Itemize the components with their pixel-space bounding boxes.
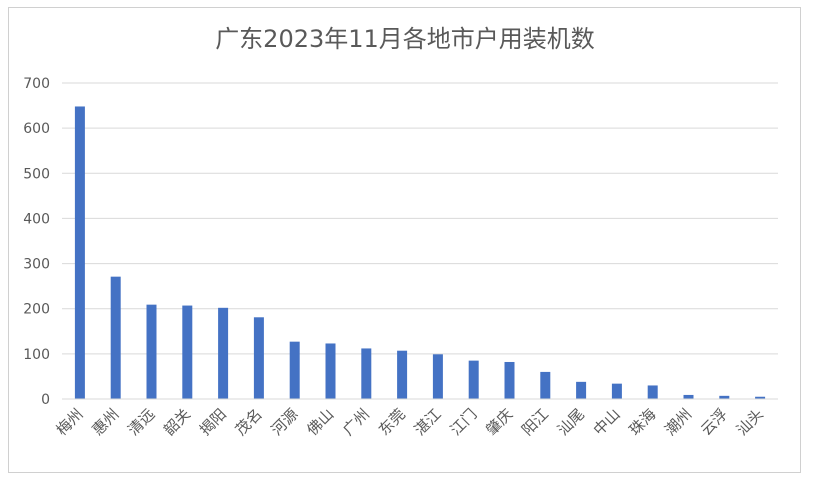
bar-东莞 xyxy=(397,350,408,399)
y-tick-label: 0 xyxy=(41,392,50,408)
x-tick-label: 清远 xyxy=(124,405,158,439)
bar-阳江 xyxy=(540,371,551,399)
bar-揭阳 xyxy=(218,307,229,399)
bar-潮州 xyxy=(683,394,694,399)
bar-河源 xyxy=(289,341,300,399)
bar-清远 xyxy=(146,304,157,399)
x-tick-label: 梅州 xyxy=(53,405,87,439)
x-tick-label: 潮州 xyxy=(661,405,695,439)
x-tick-label: 韶关 xyxy=(160,405,194,439)
bar-肇庆 xyxy=(504,361,515,399)
x-tick-label: 河源 xyxy=(268,405,302,439)
bar-珠海 xyxy=(647,385,658,399)
bar-汕头 xyxy=(755,396,766,399)
bar-江门 xyxy=(468,360,479,399)
y-tick-label: 300 xyxy=(23,257,50,273)
bar-佛山 xyxy=(325,343,336,399)
x-tick-label: 东莞 xyxy=(375,405,409,439)
x-tick-label: 肇庆 xyxy=(482,405,516,439)
y-tick-label: 500 xyxy=(23,166,50,182)
x-tick-label: 中山 xyxy=(590,405,624,439)
y-tick-label: 700 xyxy=(23,76,50,92)
bar-汕尾 xyxy=(576,381,587,399)
bar-云浮 xyxy=(719,395,730,399)
x-tick-label: 汕尾 xyxy=(554,405,588,439)
y-tick-label: 200 xyxy=(23,302,50,318)
bar-湛江 xyxy=(432,354,443,399)
x-tick-label: 惠州 xyxy=(89,405,123,439)
y-tick-label: 100 xyxy=(23,347,50,363)
chart-title: 广东2023年11月各地市户用装机数 xyxy=(215,25,595,53)
bar-梅州 xyxy=(74,106,85,399)
bar-广州 xyxy=(361,348,372,399)
bar-韶关 xyxy=(182,305,193,399)
x-tick-label: 阳江 xyxy=(518,405,552,439)
x-tick-label: 汕头 xyxy=(733,405,767,439)
x-tick-label: 湛江 xyxy=(411,405,445,439)
bar-中山 xyxy=(611,383,622,399)
x-tick-label: 广州 xyxy=(339,405,373,439)
y-axis-tick-labels: 0 100 200 300 400 500 600 700 xyxy=(23,76,50,408)
bars xyxy=(74,106,766,399)
y-tick-label: 400 xyxy=(23,211,50,227)
x-tick-label: 云浮 xyxy=(697,405,731,439)
x-tick-label: 揭阳 xyxy=(196,405,230,439)
x-tick-label: 茂名 xyxy=(232,405,266,439)
bar-惠州 xyxy=(110,276,121,399)
y-tick-label: 600 xyxy=(23,121,50,137)
gridlines xyxy=(62,82,778,355)
x-tick-label: 江门 xyxy=(447,405,481,439)
x-tick-label: 佛山 xyxy=(303,405,337,439)
x-tick-label: 珠海 xyxy=(626,405,660,439)
x-axis-tick-labels: 梅州 惠州 清远 韶关 揭阳 茂名 河源 佛山 广州 东莞 湛江 江门 肇庆 阳江 汕尾 中山 珠海 潮州 云浮 汕头 xyxy=(53,405,767,439)
bar-茂名 xyxy=(253,317,264,399)
